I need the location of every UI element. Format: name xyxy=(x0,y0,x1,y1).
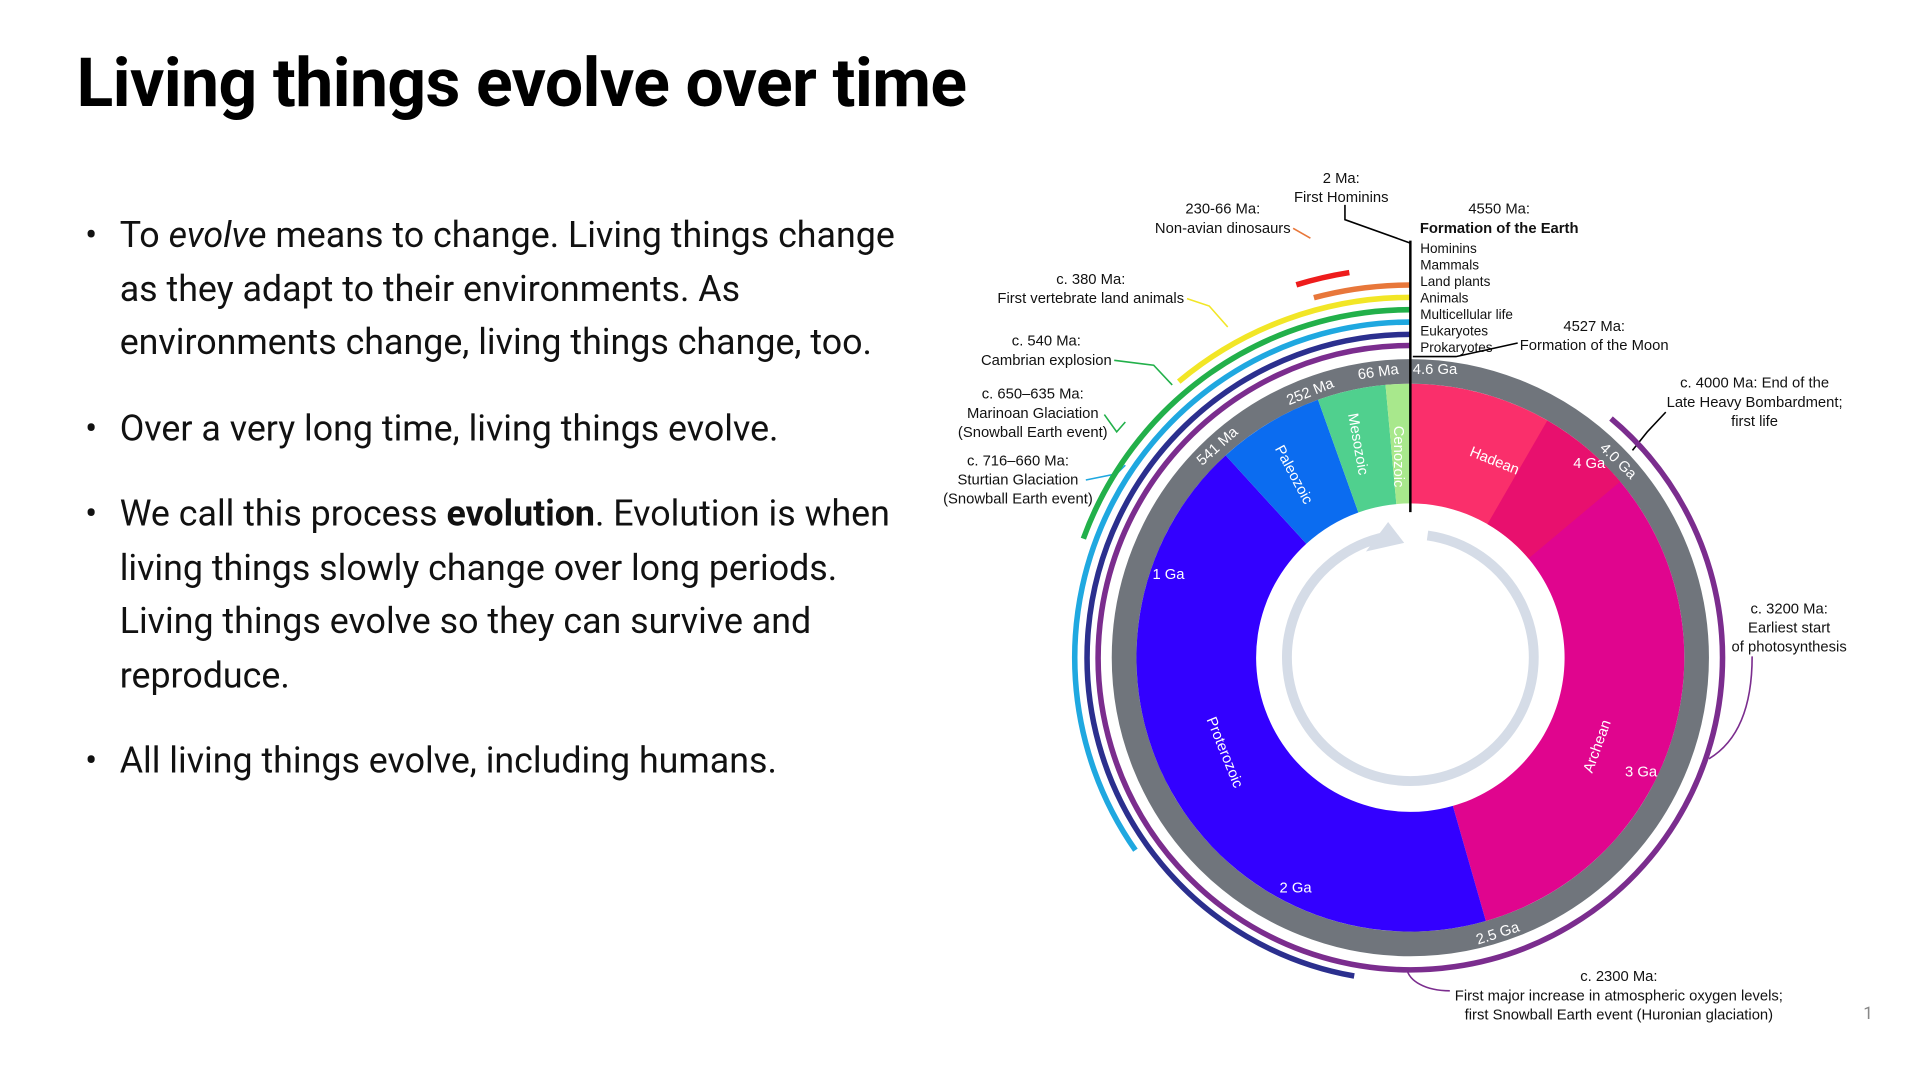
era-sector xyxy=(1136,455,1486,932)
cycle-arrow xyxy=(1282,530,1539,786)
era-sector-shade xyxy=(1487,420,1621,559)
bullet: We call this process evolution. Evolutio… xyxy=(85,489,934,704)
annotation: 4550 Ma: xyxy=(1468,202,1530,218)
annotation: first life xyxy=(1731,414,1778,430)
annotation: First vertebrate land animals xyxy=(997,291,1184,307)
annotation: Cambrian explosion xyxy=(981,353,1112,369)
lineage-arc xyxy=(1084,331,1411,979)
era-label: Cenozoic xyxy=(1390,426,1406,488)
annotation: c. 4000 Ma: End of the xyxy=(1680,376,1829,392)
slide-title: Living things evolve over time xyxy=(76,44,968,124)
annotation: First major increase in atmospheric oxyg… xyxy=(1455,988,1783,1004)
text: . Evolution is when living things slowly… xyxy=(119,493,890,697)
leader xyxy=(1708,656,1753,760)
lineage-label: Multicellular life xyxy=(1420,307,1513,322)
era-sector xyxy=(1225,399,1359,544)
inner-label: 2 Ga xyxy=(1280,880,1313,896)
annotation: First Hominins xyxy=(1294,190,1389,206)
bullet: All living things evolve, including huma… xyxy=(85,735,934,789)
lineage-arc xyxy=(1080,306,1411,540)
leader xyxy=(1103,414,1126,434)
era-sector xyxy=(1318,384,1397,513)
annotation: c. 3200 Ma: xyxy=(1750,601,1827,617)
text: We call this process xyxy=(119,493,447,536)
leader xyxy=(1412,342,1518,358)
lineage-arc xyxy=(1295,269,1350,288)
lineage-label: Animals xyxy=(1420,290,1468,305)
lineage-arc xyxy=(1313,282,1411,301)
annotation: Formation of the Earth xyxy=(1420,221,1579,237)
annotation: (Snowball Earth event) xyxy=(943,492,1093,508)
lineage-label: Mammals xyxy=(1420,257,1479,272)
lineage-label: Prokaryotes xyxy=(1420,340,1493,355)
annotation: (Snowball Earth event) xyxy=(958,425,1108,441)
leader xyxy=(1186,297,1229,328)
text: means to change. Living things change as… xyxy=(119,214,895,365)
inner-label: 3 Ga xyxy=(1625,764,1658,780)
bullet: Over a very long time, living things evo… xyxy=(85,403,934,457)
annotation: c. 540 Ma: xyxy=(1012,334,1081,350)
annotation: 230-66 Ma: xyxy=(1185,202,1260,218)
annotation: of photosynthesis xyxy=(1732,640,1847,656)
text-bold: evolution xyxy=(446,493,595,536)
annotation: Sturtian Glaciation xyxy=(958,473,1079,489)
text-italic: evolve xyxy=(168,214,267,257)
annotation: Earliest start xyxy=(1748,621,1830,637)
ring-label: 66 Ma xyxy=(1357,362,1401,384)
annotation: Non-avian dinosaurs xyxy=(1155,221,1291,237)
leader xyxy=(1114,359,1173,386)
inner-label: 4 Ga xyxy=(1573,456,1606,472)
page-number: 1 xyxy=(1863,1004,1873,1025)
annotation: first Snowball Earth event (Huronian gla… xyxy=(1465,1007,1773,1023)
annotation: c. 650–635 Ma: xyxy=(982,387,1084,403)
annotation: c. 2300 Ma: xyxy=(1580,969,1657,985)
leader xyxy=(1292,227,1311,239)
lineage-label: Land plants xyxy=(1420,274,1490,289)
lineage-arc xyxy=(1176,294,1411,384)
cycle-arrowhead xyxy=(1365,521,1405,552)
bullet: To evolve means to change. Living things… xyxy=(85,210,934,371)
lineage-arc xyxy=(1072,319,1411,852)
bullet-list: To evolve means to change. Living things… xyxy=(77,210,935,821)
era-sector xyxy=(1385,383,1411,505)
annotation: 4527 Ma: xyxy=(1563,319,1625,335)
text: Over a very long time, living things evo… xyxy=(119,407,779,450)
text: All living things evolve, including huma… xyxy=(119,740,777,783)
annotation: c. 716–660 Ma: xyxy=(967,453,1069,469)
text: To xyxy=(119,214,169,257)
annotation: Late Heavy Bombardment; xyxy=(1667,395,1843,411)
leader xyxy=(1344,204,1411,244)
ring-label: 4.6 Ga xyxy=(1413,362,1458,378)
inner-label: 1 Ga xyxy=(1152,567,1185,583)
annotation: Marinoan Glaciation xyxy=(967,406,1099,422)
lineage-label: Eukaryotes xyxy=(1420,323,1488,338)
lineage-arc xyxy=(1095,342,1726,973)
annotation: 2 Ma: xyxy=(1323,171,1360,187)
era-sector xyxy=(1452,470,1685,921)
lineage-label: Hominins xyxy=(1420,241,1477,256)
annotation: c. 380 Ma: xyxy=(1056,272,1125,288)
annotation: Formation of the Moon xyxy=(1520,338,1669,354)
